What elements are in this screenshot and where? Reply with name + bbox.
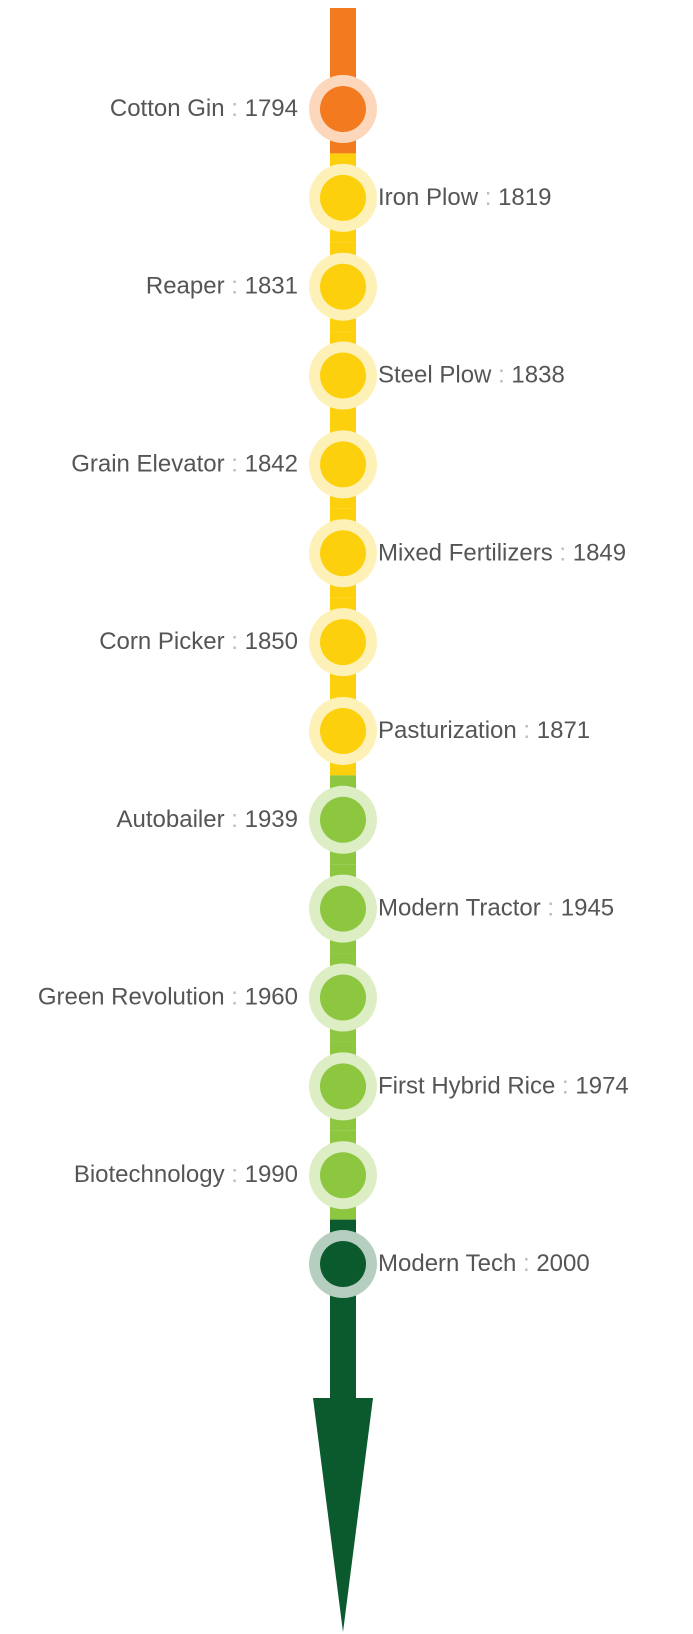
node xyxy=(320,974,366,1021)
separator: : xyxy=(485,184,492,211)
event-year: 1842 xyxy=(245,451,298,478)
separator: : xyxy=(231,984,238,1011)
event-label: Modern Tractor : 1945 xyxy=(378,895,614,922)
node xyxy=(320,352,366,399)
event-year: 1819 xyxy=(498,184,551,211)
event-label: Green Revolution : 1960 xyxy=(38,984,298,1011)
event-name: Cotton Gin xyxy=(110,95,225,122)
separator: : xyxy=(231,806,238,833)
event-name: Green Revolution xyxy=(38,984,225,1011)
separator: : xyxy=(231,628,238,655)
event-label: Biotechnology : 1990 xyxy=(74,1162,298,1189)
event-name: Corn Picker xyxy=(99,628,224,655)
event-year: 1831 xyxy=(245,273,298,300)
node xyxy=(320,174,366,221)
node xyxy=(320,441,366,488)
event-name: Pasturization xyxy=(378,717,517,744)
event-label: Steel Plow : 1838 xyxy=(378,362,565,389)
event-name: Steel Plow xyxy=(378,362,492,389)
event-label: Reaper : 1831 xyxy=(146,273,298,300)
node xyxy=(320,1241,366,1288)
separator: : xyxy=(559,540,566,567)
separator: : xyxy=(523,717,530,744)
event-name: Mixed Fertilizers xyxy=(378,540,553,567)
separator: : xyxy=(231,1162,238,1189)
node xyxy=(320,796,366,843)
event-name: Modern Tech xyxy=(378,1250,516,1277)
node xyxy=(320,1063,366,1110)
event-label: Cotton Gin : 1794 xyxy=(110,95,298,122)
event-year: 1850 xyxy=(245,628,298,655)
event-year: 1871 xyxy=(537,717,590,744)
event-label: Mixed Fertilizers : 1849 xyxy=(378,540,626,567)
event-year: 1990 xyxy=(245,1162,298,1189)
event-year: 1838 xyxy=(511,362,564,389)
event-label: Corn Picker : 1850 xyxy=(99,628,298,655)
event-year: 2000 xyxy=(536,1250,589,1277)
separator: : xyxy=(562,1073,569,1100)
node xyxy=(320,530,366,577)
event-year: 1794 xyxy=(245,95,298,122)
event-label: Grain Elevator : 1842 xyxy=(71,451,298,478)
separator: : xyxy=(231,95,238,122)
node xyxy=(320,707,366,754)
event-year: 1974 xyxy=(575,1073,628,1100)
event-name: Grain Elevator xyxy=(71,451,224,478)
node xyxy=(320,1152,366,1199)
event-label: Pasturization : 1871 xyxy=(378,717,590,744)
node xyxy=(320,86,366,132)
node xyxy=(320,263,366,310)
event-label: Iron Plow : 1819 xyxy=(378,184,551,211)
separator: : xyxy=(523,1250,530,1277)
node xyxy=(320,885,366,932)
node xyxy=(320,619,366,666)
event-name: Biotechnology xyxy=(74,1162,225,1189)
event-label: First Hybrid Rice : 1974 xyxy=(378,1073,629,1100)
event-name: Modern Tractor xyxy=(378,895,541,922)
separator: : xyxy=(547,895,554,922)
event-name: Iron Plow xyxy=(378,184,479,211)
arrow-head xyxy=(313,1398,373,1632)
separator: : xyxy=(231,451,238,478)
event-year: 1849 xyxy=(573,540,626,567)
separator: : xyxy=(231,273,238,300)
event-name: Autobailer xyxy=(117,806,225,833)
separator: : xyxy=(498,362,505,389)
event-label: Modern Tech : 2000 xyxy=(378,1250,590,1277)
event-label: Autobailer : 1939 xyxy=(117,806,298,833)
event-name: Reaper xyxy=(146,273,225,300)
event-year: 1960 xyxy=(245,984,298,1011)
event-name: First Hybrid Rice xyxy=(378,1073,555,1100)
event-year: 1945 xyxy=(561,895,614,922)
event-year: 1939 xyxy=(245,806,298,833)
